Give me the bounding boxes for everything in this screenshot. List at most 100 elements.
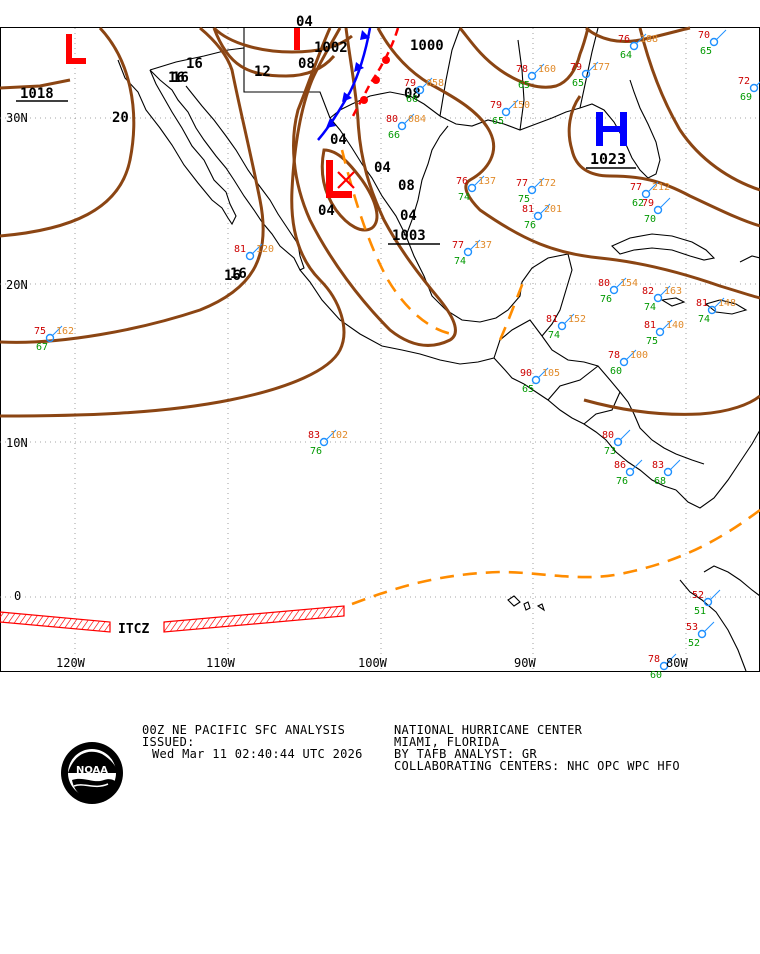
station-circle (45, 333, 55, 343)
station-circle (709, 37, 719, 47)
wind-barb (537, 367, 549, 379)
station-circle (663, 467, 673, 477)
wind-barb (755, 81, 760, 87)
station-plot: 90 105 65 (520, 367, 560, 395)
station-pressure: 177 (592, 62, 610, 73)
isobar-label: 16 (172, 70, 189, 86)
station-plot: 80 084 66 (386, 113, 426, 141)
station-temperature: 83 (308, 430, 320, 441)
latitude-labels: 30N 20N 10N 0 (6, 111, 28, 603)
isobar-label: 1003 (392, 228, 426, 244)
isobar-label: 04 (400, 208, 417, 224)
station-dewpoint: 76 (310, 446, 322, 457)
station-pressure: 137 (478, 176, 496, 187)
station-temperature: 86 (614, 460, 626, 471)
lat-lon-grid (0, 28, 760, 671)
station-pressure: 172 (538, 178, 556, 189)
isobar-label: 1000 (410, 38, 444, 54)
footer-issued-time: Wed Mar 11 02:40:44 UTC 2026 (152, 747, 363, 761)
longitude-label: 110W (206, 656, 236, 670)
isobar-label: 08 (398, 178, 415, 194)
station-temperature: 81 (522, 204, 534, 215)
wind-barb (421, 77, 433, 89)
station-dewpoint: 76 (616, 476, 628, 487)
station-circle (581, 69, 591, 79)
station-pressure: 102 (330, 430, 348, 441)
station-dewpoint: 76 (524, 220, 536, 231)
itcz-band (0, 605, 345, 633)
station-plot: 78 100 60 (608, 349, 648, 377)
wind-barb (469, 239, 481, 251)
station-plot: 77 172 75 (516, 177, 556, 205)
itcz-label: ITCZ (118, 622, 149, 637)
station-temperature: 52 (692, 590, 704, 601)
station-temperature: 76 (618, 34, 630, 45)
station-plot: 81 140 75 (644, 319, 684, 347)
wind-barb (619, 429, 631, 441)
station-plots: 75 162 67 81 120 83 102 76 77 137 74 76 137 74 77 172 75… (34, 29, 760, 681)
station-temperature: 53 (686, 622, 698, 633)
station-dewpoint: 60 (650, 670, 662, 681)
station-plot: 81 148 74 (696, 297, 736, 325)
station-plot: 75 162 67 (34, 325, 74, 353)
wind-barb (713, 297, 725, 309)
low-pressure-value: 04 (318, 203, 335, 219)
wind-barb (403, 113, 415, 125)
station-pressure: 084 (408, 114, 426, 125)
station-plot: 76 188 64 (618, 33, 658, 61)
station-plot: 81 120 (234, 243, 274, 261)
wind-barb (539, 203, 551, 215)
station-plot: 77 212 62 (630, 181, 670, 209)
wind-barb (251, 243, 263, 255)
station-pressure: 058 (426, 78, 444, 89)
station-dewpoint: 74 (454, 256, 466, 267)
wind-barb (715, 29, 727, 41)
station-temperature: 78 (608, 350, 620, 361)
station-dewpoint: 69 (740, 92, 752, 103)
station-pressure: 137 (474, 240, 492, 251)
station-circle (245, 251, 255, 261)
station-circle (653, 205, 663, 215)
station-temperature: 78 (648, 654, 660, 665)
station-pressure: 201 (544, 204, 562, 215)
wind-barb (631, 459, 643, 471)
high-pressure-value: 1023 (590, 150, 626, 168)
isobar-label: 16 (224, 268, 241, 284)
footer-location: MIAMI, FLORIDA (394, 735, 500, 749)
station-plot: 81 201 76 (522, 203, 562, 231)
noaa-logo: NOAA (61, 742, 123, 804)
wind-barb (669, 459, 681, 471)
station-circle (609, 285, 619, 295)
station-circle (501, 107, 511, 117)
station-plot: 83 102 76 (308, 429, 348, 457)
station-temperature: 79 (404, 78, 416, 89)
station-temperature: 77 (452, 240, 464, 251)
station-circle (703, 597, 713, 607)
station-pressure: 152 (568, 314, 586, 325)
station-temperature: 81 (234, 244, 246, 255)
isobar-label: 16 (230, 266, 247, 282)
isobar-label: 20 (112, 110, 129, 126)
isobar-label: 1002 (314, 40, 348, 56)
station-dewpoint: 51 (694, 606, 706, 617)
isobar-label: 16 (168, 70, 185, 86)
station-circle (533, 211, 543, 221)
station-circle (319, 437, 329, 447)
wind-barb (563, 313, 575, 325)
station-circle (613, 437, 623, 447)
longitude-label: 120W (56, 656, 86, 670)
isobar-label: 08 (298, 56, 315, 72)
station-plot: 78 160 65 (516, 63, 556, 91)
isobars (0, 26, 760, 418)
station-temperature: 72 (738, 76, 750, 87)
station-temperature: 90 (520, 368, 532, 379)
station-plot: 82 163 74 (642, 285, 682, 313)
wind-barb (615, 277, 627, 289)
